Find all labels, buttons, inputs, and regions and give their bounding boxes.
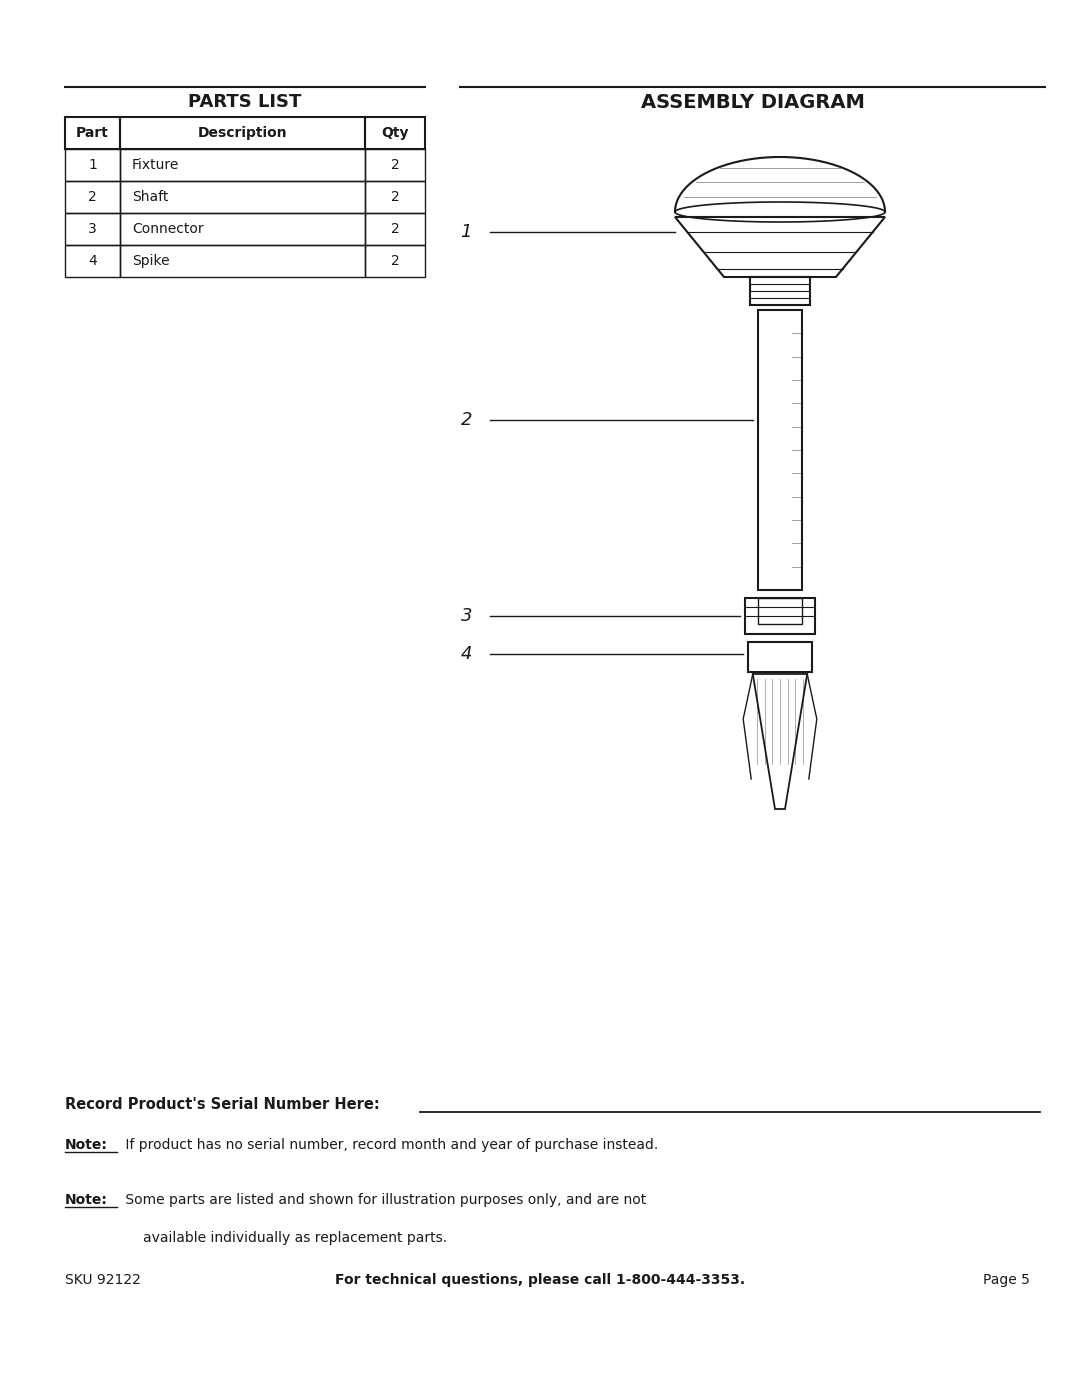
Bar (750, 277, 810, 305)
Bar (120, 182, 365, 212)
Bar (65, 212, 120, 244)
Text: PARTS LIST: PARTS LIST (188, 94, 301, 110)
Bar (120, 117, 365, 149)
Bar (365, 149, 426, 182)
Bar (65, 244, 120, 277)
Bar (365, 182, 426, 212)
Bar (120, 244, 365, 277)
Text: Part: Part (76, 126, 109, 140)
Bar (120, 212, 365, 244)
Bar (65, 117, 120, 149)
Text: 1: 1 (460, 224, 472, 242)
Text: Record Product's Serial Number Here:: Record Product's Serial Number Here: (65, 1097, 380, 1112)
Text: Fixture: Fixture (132, 158, 179, 172)
Bar (745, 598, 815, 634)
Text: For technical questions, please call 1-800-444-3353.: For technical questions, please call 1-8… (335, 1273, 745, 1287)
Bar (758, 310, 802, 590)
Text: Page 5: Page 5 (983, 1273, 1030, 1287)
Bar (365, 117, 426, 149)
Text: 4: 4 (89, 254, 97, 268)
Text: Some parts are listed and shown for illustration purposes only, and are not: Some parts are listed and shown for illu… (121, 1193, 646, 1207)
Bar (758, 598, 802, 624)
Bar (120, 149, 365, 182)
Text: Note:: Note: (65, 1139, 108, 1153)
Text: 4: 4 (460, 645, 472, 664)
Bar (365, 212, 426, 244)
Text: 2: 2 (391, 158, 400, 172)
Text: Shaft: Shaft (132, 190, 168, 204)
Text: SKU 92122: SKU 92122 (65, 1273, 140, 1287)
Text: Spike: Spike (132, 254, 170, 268)
Text: Note:: Note: (65, 1193, 108, 1207)
Text: 2: 2 (391, 190, 400, 204)
Text: 3: 3 (460, 608, 472, 624)
Text: 2: 2 (391, 222, 400, 236)
Bar (365, 244, 426, 277)
Text: ASSEMBLY DIAGRAM: ASSEMBLY DIAGRAM (640, 92, 864, 112)
Text: 2: 2 (391, 254, 400, 268)
Text: Description: Description (198, 126, 287, 140)
Text: 2: 2 (89, 190, 97, 204)
Bar (65, 182, 120, 212)
Text: 1: 1 (89, 158, 97, 172)
Text: 3: 3 (89, 222, 97, 236)
Text: 2: 2 (460, 411, 472, 429)
Bar (748, 643, 812, 672)
Bar (65, 149, 120, 182)
Text: If product has no serial number, record month and year of purchase instead.: If product has no serial number, record … (121, 1139, 658, 1153)
Text: available individually as replacement parts.: available individually as replacement pa… (143, 1231, 447, 1245)
Text: Qty: Qty (381, 126, 408, 140)
Text: Connector: Connector (132, 222, 204, 236)
